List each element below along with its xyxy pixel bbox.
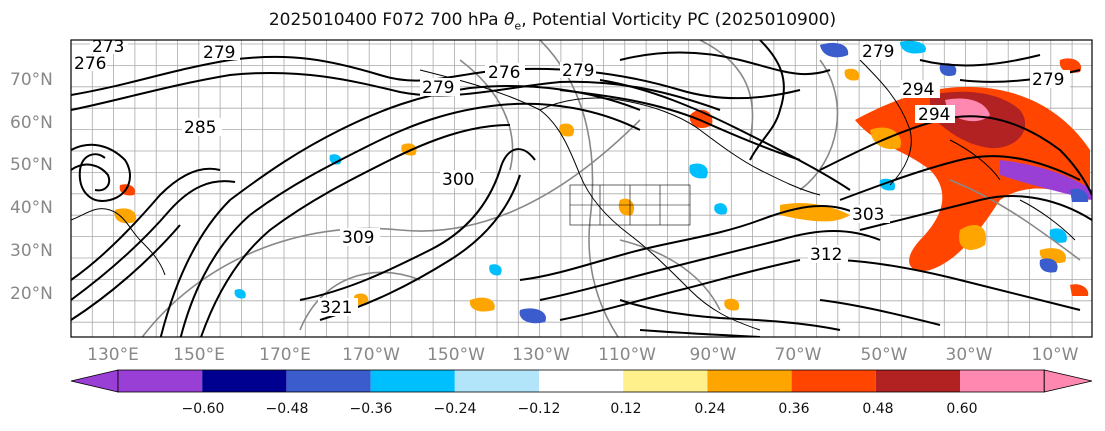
lat-label: 60°N: [10, 113, 53, 133]
map-frame: [70, 39, 1093, 338]
colorbar-bin: [286, 370, 371, 392]
colorbar-bin: [875, 370, 960, 392]
colorbar-bin: [960, 370, 1045, 392]
colorbar-bin: [539, 370, 624, 392]
contour-label: 276: [488, 63, 520, 83]
contour-label: 309: [342, 228, 374, 248]
lon-label: 130°W: [512, 345, 570, 365]
colorbar-bin: [623, 370, 708, 392]
contour-label: 300: [442, 170, 474, 190]
lon-label: 130°E: [87, 345, 139, 365]
lon-label: 170°W: [342, 345, 400, 365]
lon-label: 110°W: [598, 345, 656, 365]
lon-label: 70°W: [774, 345, 822, 365]
colorbar-bin: [370, 370, 455, 392]
contour-label: 321: [320, 298, 352, 318]
colorbar-outline: [117, 369, 1045, 393]
theta-e-contours: [71, 40, 1092, 337]
colorbar-extend-high: [1043, 369, 1093, 393]
contour-label: 276: [74, 54, 106, 74]
colorbar-tick-label: 0.12: [610, 401, 642, 417]
lon-label: 30°W: [945, 345, 993, 365]
lat-label: 20°N: [10, 284, 53, 304]
colorbar-bin: [454, 370, 539, 392]
lon-label: 90°W: [689, 345, 737, 365]
coastlines: [71, 59, 1076, 331]
contour-label: 312: [810, 245, 842, 265]
contour-label: 273: [92, 37, 124, 57]
lat-label: 70°N: [10, 70, 53, 90]
graticule-grid: [71, 40, 1092, 337]
lon-label: 150°E: [173, 345, 225, 365]
colorbar-tick-label: −0.60: [181, 401, 225, 417]
colorbar-tick-label: 0.24: [694, 401, 726, 417]
contour-labels: 273 276 279 285 276 279 279 294 294 312 …: [71, 37, 1070, 318]
lat-label: 50°N: [10, 155, 53, 175]
contour-label: 279: [422, 78, 454, 98]
colorbar-tick-label: −0.48: [265, 401, 309, 417]
map-title: 2025010400 F072 700 hPa θe, Potential Vo…: [268, 10, 837, 33]
colorbar-tick-label: 0.48: [862, 401, 894, 417]
lat-label: 40°N: [10, 198, 53, 218]
pv-shading-negative: [234, 40, 1089, 324]
lon-label: 50°W: [860, 345, 908, 365]
colorbar-bin: [791, 370, 876, 392]
contour-label: 279: [562, 61, 594, 81]
colorbar-tick-label: −0.24: [433, 401, 477, 417]
lon-label: 150°W: [427, 345, 485, 365]
colorbar-bin: [707, 370, 792, 392]
contour-label: 285: [184, 118, 216, 138]
colorbar-tick-label: 0.36: [778, 401, 810, 417]
contour-label: 279: [1032, 70, 1064, 90]
colorbar-tick-label: −0.36: [349, 401, 393, 417]
colorbar-tick-label: 0.60: [946, 401, 978, 417]
colorbar-extend-low: [70, 369, 119, 393]
colorbar-bin: [118, 370, 203, 392]
contour-label: 279: [862, 42, 894, 62]
colorbar: [70, 369, 1093, 393]
contour-label: 294: [918, 105, 950, 125]
lon-label: 170°E: [259, 345, 311, 365]
contour-label: 279: [203, 43, 235, 63]
colorbar-tick-label: −0.12: [517, 401, 561, 417]
colorbar-bin: [202, 370, 287, 392]
contour-label: 303: [852, 205, 884, 225]
lat-label: 30°N: [10, 241, 53, 261]
lon-label: 10°W: [1031, 345, 1079, 365]
contour-label: 294: [902, 80, 934, 100]
